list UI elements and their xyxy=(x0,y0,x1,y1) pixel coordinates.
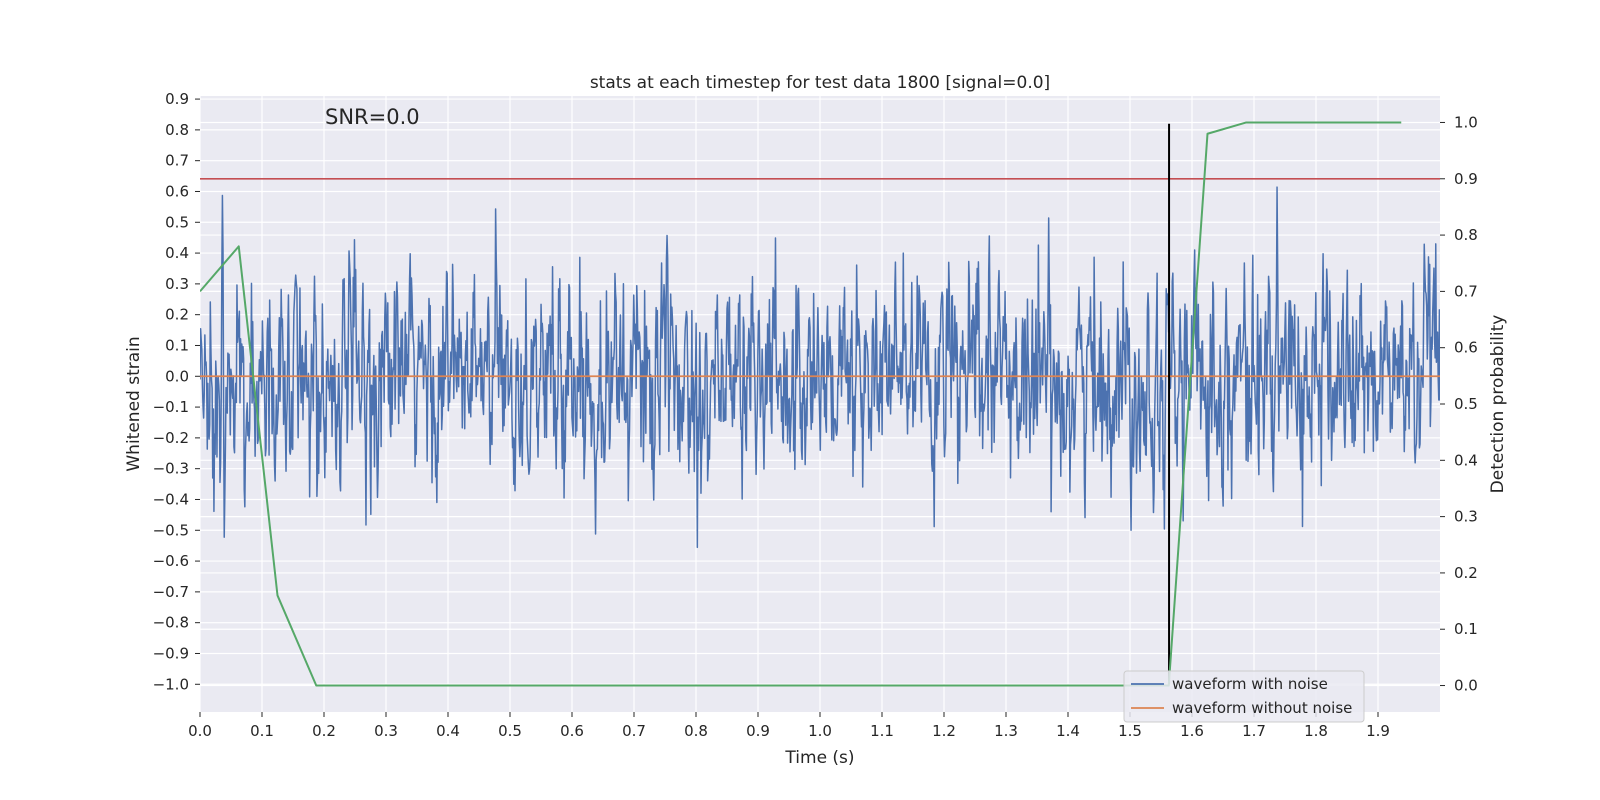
legend: waveform with noise waveform without noi… xyxy=(1123,670,1365,723)
y-tick-label-6: 0.3 xyxy=(165,275,189,293)
y-right-tick-label-6: 0.6 xyxy=(1454,339,1478,357)
x-tick-label-4: 0.4 xyxy=(436,722,460,740)
x-tick-label-11: 1.1 xyxy=(870,722,894,740)
x-tick-label-3: 0.3 xyxy=(374,722,398,740)
y-tick-label-3: 0.6 xyxy=(165,182,189,200)
y-right-tick-label-7: 0.7 xyxy=(1454,282,1478,300)
series-waveform-with-noise xyxy=(200,186,1440,549)
y-right-tick-label-4: 0.4 xyxy=(1454,451,1478,469)
y-tick-label-0: 0.9 xyxy=(165,90,189,108)
y-tick-label-13: −0.4 xyxy=(153,490,189,508)
x-tick-label-13: 1.3 xyxy=(994,722,1018,740)
x-tick-label-10: 1.0 xyxy=(808,722,832,740)
x-tick-label-18: 1.8 xyxy=(1304,722,1328,740)
y-tick-label-1: 0.8 xyxy=(165,121,189,139)
x-tick-label-0: 0.0 xyxy=(188,722,212,740)
x-tick-label-1: 0.1 xyxy=(250,722,274,740)
x-tick-label-15: 1.5 xyxy=(1118,722,1142,740)
detection-probability-line xyxy=(200,121,1402,687)
y-axis-label: Whitened strain xyxy=(124,336,144,471)
y-right-tick-label-8: 0.8 xyxy=(1454,226,1478,244)
plot-content xyxy=(200,121,1440,687)
y-tick-label-12: −0.3 xyxy=(153,460,189,478)
y-tick-label-8: 0.1 xyxy=(165,336,189,354)
x-tick-label-8: 0.8 xyxy=(684,722,708,740)
y-right-tick-label-0: 0.0 xyxy=(1454,677,1478,695)
y-tick-label-5: 0.4 xyxy=(165,244,189,262)
legend-box xyxy=(1123,670,1365,723)
y-right-tick-label-9: 0.9 xyxy=(1454,170,1478,188)
chart-title: stats at each timestep for test data 180… xyxy=(590,73,1050,93)
y-tick-label-11: −0.2 xyxy=(153,429,189,447)
x-tick-label-6: 0.6 xyxy=(560,722,584,740)
x-tick-label-7: 0.7 xyxy=(622,722,646,740)
y-axis-right-label: Detection probability xyxy=(1488,315,1508,494)
legend-label-clean: waveform without noise xyxy=(1172,699,1352,717)
y-right-tick-label-10: 1.0 xyxy=(1454,113,1478,131)
x-tick-label-9: 0.9 xyxy=(746,722,770,740)
x-tick-label-12: 1.2 xyxy=(932,722,956,740)
y-right-tick-label-2: 0.2 xyxy=(1454,564,1478,582)
y-tick-label-4: 0.5 xyxy=(165,213,189,231)
x-tick-label-2: 0.2 xyxy=(312,722,336,740)
y-tick-label-15: −0.6 xyxy=(153,552,189,570)
x-tick-label-14: 1.4 xyxy=(1056,722,1080,740)
y-tick-label-17: −0.8 xyxy=(153,614,189,632)
x-tick-label-17: 1.7 xyxy=(1242,722,1266,740)
x-tick-label-16: 1.6 xyxy=(1180,722,1204,740)
y-tick-label-2: 0.7 xyxy=(165,152,189,170)
x-tick-label-5: 0.5 xyxy=(498,722,522,740)
y-right-tick-label-3: 0.3 xyxy=(1454,508,1478,526)
y-right-tick-label-5: 0.5 xyxy=(1454,395,1478,413)
y-tick-label-7: 0.2 xyxy=(165,306,189,324)
y-tick-label-14: −0.5 xyxy=(153,521,189,539)
x-axis-label: Time (s) xyxy=(784,748,854,768)
x-tick-label-19: 1.9 xyxy=(1366,722,1390,740)
y-tick-label-18: −0.9 xyxy=(153,644,189,662)
y-tick-label-19: −1.0 xyxy=(153,675,189,693)
y-tick-label-9: 0.0 xyxy=(165,367,189,385)
snr-annotation: SNR=0.0 xyxy=(325,105,420,129)
y-tick-label-16: −0.7 xyxy=(153,583,189,601)
legend-label-noise: waveform with noise xyxy=(1172,675,1328,693)
axis-ticks: 0.0 0.1 0.2 0.3 0.4 0.5 0.6 0.7 0.8 0.9 1.0 1.1 1.2 1… xyxy=(153,90,1478,740)
y-tick-label-10: −0.1 xyxy=(153,398,189,416)
y-right-tick-label-1: 0.1 xyxy=(1454,620,1478,638)
